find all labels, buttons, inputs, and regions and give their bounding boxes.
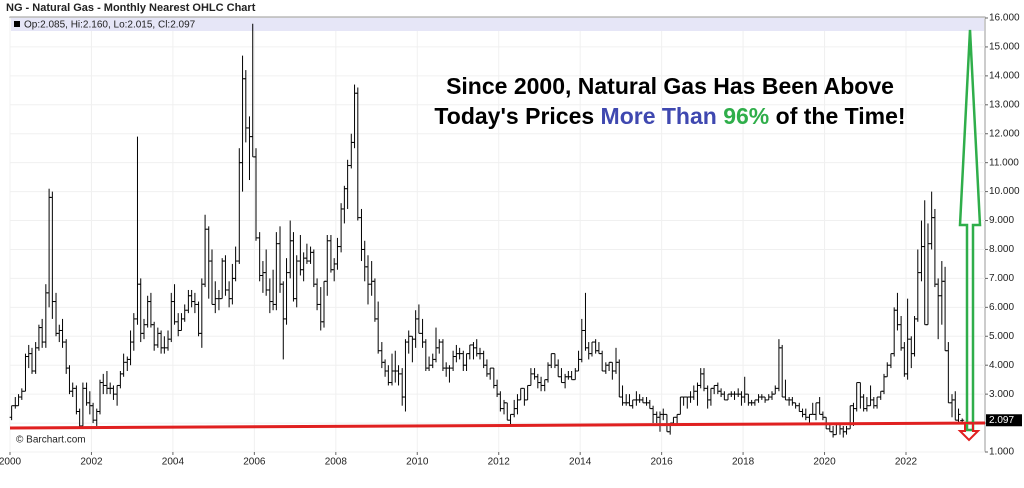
watermark: © Barchart.com <box>16 435 86 446</box>
y-tick-label: 10.000 <box>989 186 1020 197</box>
y-tick-label: 14.000 <box>989 71 1020 82</box>
x-tick-label: 2012 <box>488 457 511 468</box>
axes: 1.0002.0003.0004.0005.0006.0007.0008.000… <box>0 13 1022 468</box>
y-tick-label: 9.000 <box>989 215 1014 226</box>
chart-title: NG - Natural Gas - Monthly Nearest OHLC … <box>6 2 256 14</box>
x-tick-label: 2008 <box>325 457 348 468</box>
x-tick-label: 2020 <box>813 457 836 468</box>
y-tick-label: 1.000 <box>989 447 1014 458</box>
x-tick-label: 2016 <box>651 457 674 468</box>
up-arrow <box>958 29 982 432</box>
legend-swatch <box>14 21 20 27</box>
y-tick-label: 11.000 <box>989 157 1019 168</box>
y-tick-label: 5.000 <box>989 331 1014 342</box>
x-tick-label: 2022 <box>895 457 918 468</box>
y-tick-label: 13.000 <box>989 99 1020 110</box>
down-arrow <box>957 422 981 442</box>
y-tick-label: 16.000 <box>989 13 1020 24</box>
x-tick-label: 2010 <box>406 457 429 468</box>
support-line <box>9 421 986 430</box>
annotation-segment: Today's Prices <box>434 103 600 129</box>
ohlc-bars <box>9 23 965 438</box>
y-tick-label: 8.000 <box>989 244 1014 255</box>
y-tick-label: 4.000 <box>989 360 1014 371</box>
x-tick-label: 2014 <box>569 457 592 468</box>
x-tick-label: 2018 <box>732 457 755 468</box>
last-price-label: 2.097 <box>989 415 1014 426</box>
x-tick-label: 2006 <box>243 457 266 468</box>
x-tick-label: 2000 <box>0 457 22 468</box>
annotation-segment: 96% <box>723 103 769 129</box>
y-tick-label: 6.000 <box>989 302 1014 313</box>
x-tick-label: 2004 <box>162 457 185 468</box>
y-tick-label: 7.000 <box>989 273 1014 284</box>
last-price-tag <box>986 414 1022 427</box>
annotation-line: Today's Prices More Than 96% of the Time… <box>434 103 905 129</box>
y-tick-label: 15.000 <box>989 42 1020 53</box>
annotation-segment: of the Time! <box>769 103 905 129</box>
legend-text: Op:2.085, Hi:2.160, Lo:2.015, Cl:2.097 <box>24 20 196 31</box>
y-tick-label: 3.000 <box>989 389 1014 400</box>
annotation-segment: More Than <box>601 103 717 129</box>
annotation-line: Since 2000, Natural Gas Has Been Above <box>446 73 894 99</box>
legend-strip <box>11 18 984 31</box>
grid <box>9 17 985 453</box>
y-tick-label: 12.000 <box>989 128 1020 139</box>
x-tick-label: 2002 <box>80 457 103 468</box>
